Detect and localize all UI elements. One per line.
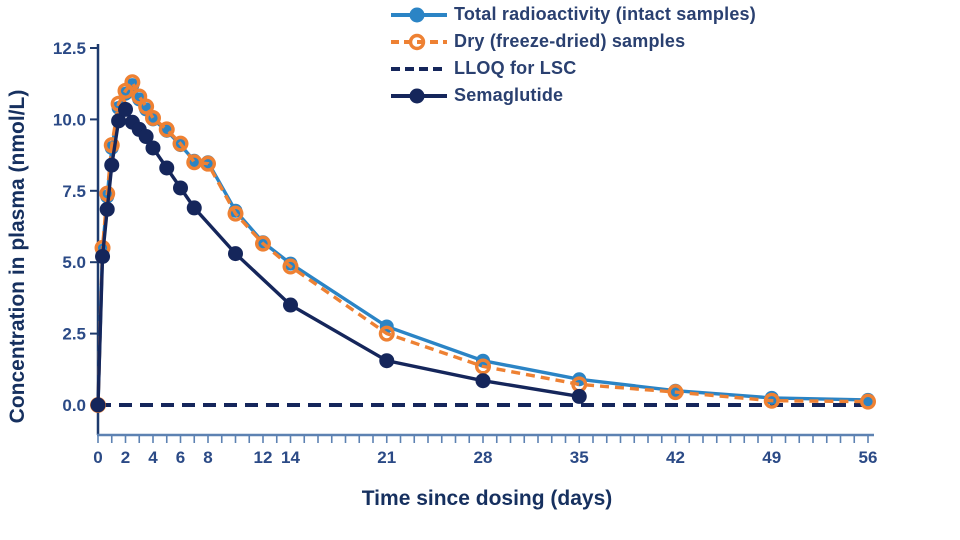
series-marker [99,201,115,217]
legend-label: Semaglutide [454,85,564,105]
x-tick-label: 12 [254,448,273,467]
series-marker [90,397,106,413]
series-marker [158,121,175,138]
y-tick-label: 2.5 [62,325,86,344]
x-tick-label: 21 [377,448,396,467]
series-marker [118,101,133,117]
series-marker [103,137,120,154]
x-tick-label: 35 [570,448,589,467]
y-tick-label: 7.5 [62,182,86,201]
series-marker [571,388,587,404]
legend-marker-total-radioactivity-icon [391,7,447,22]
x-tick-label: 6 [176,448,185,467]
x-tick-label: 56 [859,448,878,467]
legend-item-lloq: LLOQ for LSC [388,55,756,82]
series-line [96,105,580,406]
x-tick-label: 0 [93,448,102,467]
legend-label: Dry (freeze-dried) samples [454,31,686,51]
legend-item-total-radioactivity: Total radioactivity (intact samples) [388,1,756,28]
y-tick-label: 10.0 [53,110,86,129]
series-marker [104,157,120,173]
series-marker [199,155,216,172]
series-marker [228,246,243,262]
y-axis-label: Concentration in plasma (nmol/L) [6,90,29,424]
series-marker [159,160,175,176]
legend-item-semaglutide: Semaglutide [388,82,756,109]
legend-item-dry-samples: Dry (freeze-dried) samples [388,28,756,55]
legend-marker-semaglutide-icon [391,88,447,103]
series-marker [95,248,111,264]
x-tick-label: 2 [121,448,130,467]
x-tick-label: 42 [666,448,685,467]
series-marker [378,325,395,342]
y-tick-label: 12.5 [53,39,86,58]
series-marker [145,140,161,156]
series-marker [475,373,491,389]
series-marker [186,200,202,216]
x-axis-label: Time since dosing (days) [362,487,613,510]
x-tick-label: 8 [203,448,212,467]
series-marker [227,205,244,222]
series-marker [282,258,299,275]
series-marker [138,98,155,115]
x-tick-label: 4 [148,448,158,467]
x-tick-label: 14 [281,448,300,467]
y-tick-label: 0.0 [62,396,86,415]
x-tick-label: 49 [762,448,781,467]
series-marker [763,392,780,409]
series-marker [860,393,877,410]
legend: Total radioactivity (intact samples) Dry… [388,1,756,109]
legend-label: Total radioactivity (intact samples) [454,4,756,24]
series-marker [379,353,395,369]
series-marker [144,109,161,126]
series-marker [111,113,127,129]
series-marker [667,384,684,401]
legend-marker-lloq-icon [391,66,447,71]
legend-marker-dry-samples-icon [391,33,447,50]
series-marker [173,180,188,196]
series-marker [172,135,189,152]
series-marker [283,297,298,313]
series-marker [255,235,272,252]
x-tick-label: 28 [474,448,493,467]
series-marker [138,129,154,145]
y-tick-label: 5.0 [62,253,86,272]
series-marker [124,74,141,91]
series-marker [475,358,492,375]
legend-label: LLOQ for LSC [454,58,577,78]
